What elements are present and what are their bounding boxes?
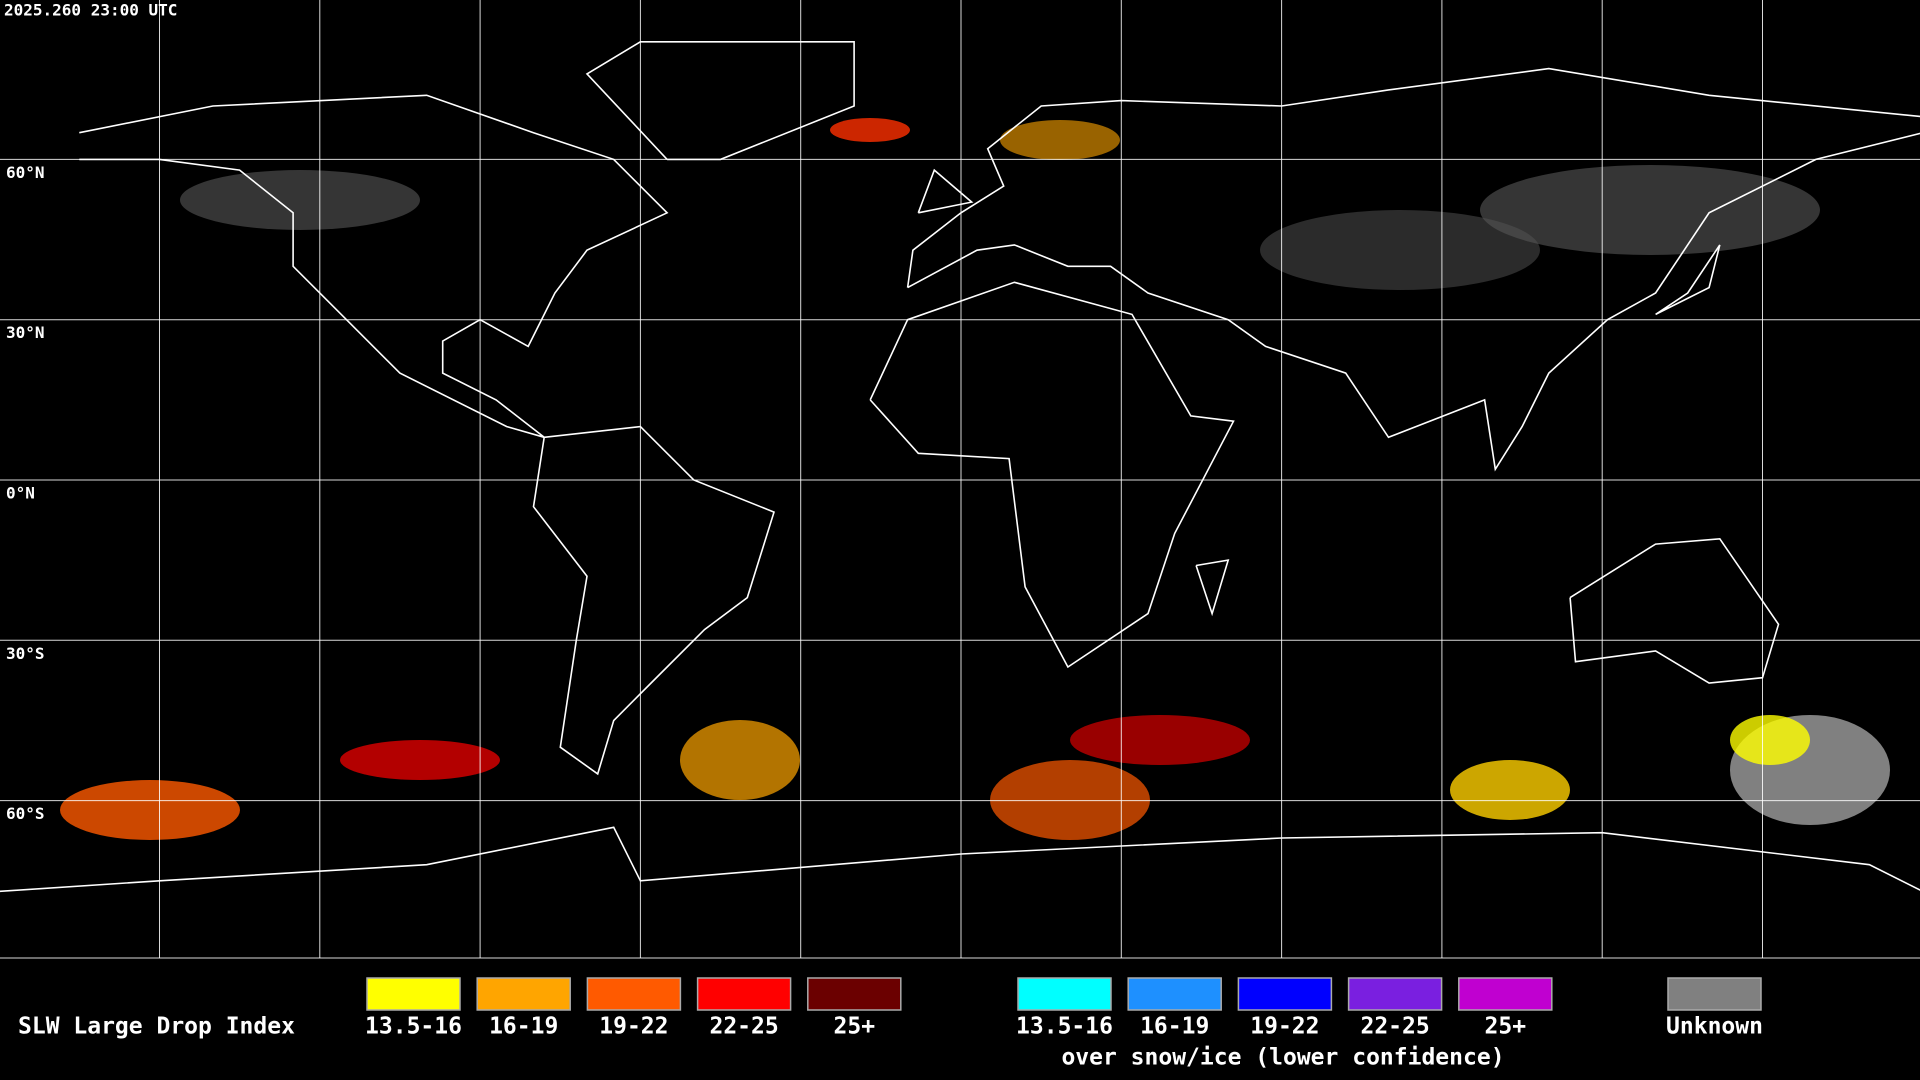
cloud xyxy=(1730,715,1810,765)
latitude-label: 30°N xyxy=(6,323,45,342)
cloud xyxy=(680,720,800,800)
cloud xyxy=(1260,210,1540,290)
cloud xyxy=(830,118,910,142)
coastline xyxy=(1195,559,1230,617)
legend: 13.5-16 16-19 19-22 22-25 25+ 13.5-16 16-19 19-… xyxy=(365,977,1763,1040)
legend-swatch xyxy=(476,977,571,1011)
legend-label: 19-22 xyxy=(1250,1014,1319,1040)
legend-label: 16-19 xyxy=(1140,1014,1209,1040)
legend-label: Unknown xyxy=(1666,1014,1763,1040)
legend-label: 13.5-16 xyxy=(1016,1014,1113,1040)
legend-swatch xyxy=(1017,977,1112,1011)
legend-caption: over snow/ice (lower confidence) xyxy=(1061,1045,1504,1071)
legend-label: 16-19 xyxy=(489,1014,558,1040)
legend-swatch xyxy=(807,977,902,1011)
cloud-field xyxy=(60,118,1890,840)
cloud xyxy=(180,170,420,230)
coastline xyxy=(869,281,1235,669)
legend-swatch xyxy=(586,977,682,1011)
latitude-label: 30°S xyxy=(6,644,45,663)
legend-swatch xyxy=(1458,977,1553,1011)
legend-swatch xyxy=(366,977,461,1011)
legend-swatch xyxy=(1667,977,1762,1011)
cloud xyxy=(990,760,1150,840)
coastline xyxy=(1655,244,1721,316)
latitude-label: 0°N xyxy=(6,484,35,503)
cloud xyxy=(1000,120,1120,160)
coastline xyxy=(906,67,1920,472)
legend-label: 22-25 xyxy=(1360,1014,1429,1040)
cloud xyxy=(1070,715,1250,765)
legend-swatch xyxy=(1237,977,1333,1011)
cloud xyxy=(1450,760,1570,820)
cloud xyxy=(60,780,240,840)
legend-label: 25+ xyxy=(1485,1014,1527,1040)
legend-label: 19-22 xyxy=(599,1014,668,1040)
legend-swatch xyxy=(1347,977,1443,1011)
legend-title: SLW Large Drop Index xyxy=(18,1014,295,1040)
legend-label: 13.5-16 xyxy=(365,1014,462,1040)
cloud xyxy=(1480,165,1820,255)
legend-swatch xyxy=(1127,977,1222,1011)
cloud xyxy=(340,740,500,780)
coastline xyxy=(79,94,669,439)
latitude-label: 60°S xyxy=(6,804,45,823)
timestamp: 2025.260 23:00 UTC xyxy=(4,1,177,20)
legend-label: 22-25 xyxy=(709,1014,778,1040)
legend-swatch xyxy=(696,977,792,1011)
coastline xyxy=(532,425,775,776)
coastline xyxy=(917,168,974,214)
latitude-label: 60°N xyxy=(6,163,45,182)
graticule: 60°N 30°N 0°N 30°S 60°S xyxy=(0,0,1920,959)
legend-label: 25+ xyxy=(834,1014,876,1040)
